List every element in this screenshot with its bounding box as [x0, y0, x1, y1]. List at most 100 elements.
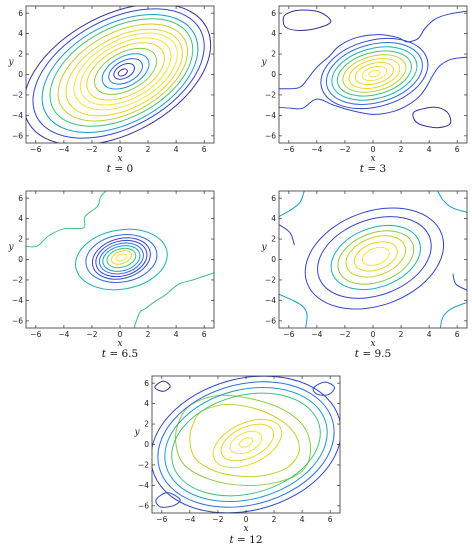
contour-line — [26, 6, 212, 143]
x-tick-label: 2 — [146, 145, 151, 154]
contour-line — [439, 301, 467, 328]
y-tick-label: −2 — [265, 276, 276, 285]
y-tick-label: −2 — [138, 461, 149, 470]
x-tick-label: 6 — [455, 330, 460, 339]
y-tick-label: 6 — [144, 379, 149, 388]
panel-caption: t = 3 — [360, 163, 386, 175]
contour-line — [331, 46, 418, 101]
y-axis-label: y — [260, 243, 267, 253]
contour-line — [353, 241, 398, 272]
caption-value: = 3 — [364, 163, 386, 175]
y-tick-label: −2 — [265, 91, 276, 100]
y-tick-label: 6 — [271, 194, 276, 203]
contour-panel: −6 −4 −2 0 2 4 6 −6 −4 −2 0 2 4 6 x y t = 6.5 — [7, 190, 215, 360]
x-tick-label: 0 — [371, 145, 376, 154]
contour-line — [220, 423, 275, 462]
caption-value: = 6.5 — [106, 348, 138, 360]
caption-value: = 12 — [234, 534, 263, 546]
x-tick-label: −4 — [311, 145, 322, 154]
contour-line — [155, 492, 181, 508]
x-tick-label: −6 — [30, 330, 41, 339]
y-tick-label: −6 — [265, 316, 276, 325]
contour-line — [348, 58, 401, 89]
x-axis-label: x — [117, 339, 122, 349]
y-tick-label: 2 — [18, 50, 23, 59]
contour-panel: −6 −4 −2 0 2 4 6 −6 −4 −2 0 2 4 6 x y t = 3 — [260, 5, 468, 175]
x-tick-label: −2 — [339, 145, 350, 154]
contour-line — [106, 247, 137, 269]
contour-line — [171, 392, 321, 497]
contour-line — [279, 224, 295, 246]
x-tick-label: −6 — [156, 515, 167, 524]
contour-line — [361, 246, 390, 266]
contour-line — [154, 380, 171, 392]
contour-line — [108, 58, 143, 85]
y-tick-label: −6 — [138, 501, 149, 510]
x-tick-label: −6 — [283, 145, 294, 154]
y-tick-label: −4 — [12, 296, 23, 305]
contour-line — [49, 18, 194, 127]
x-tick-label: 6 — [202, 330, 207, 339]
y-tick-label: −6 — [12, 316, 23, 325]
y-tick-label: 4 — [18, 29, 23, 38]
x-tick-label: −4 — [311, 330, 322, 339]
y-tick-label: −4 — [138, 481, 149, 490]
y-tick-label: 0 — [271, 255, 276, 264]
contour-line — [57, 23, 189, 122]
contour-line — [312, 381, 335, 396]
contour-line — [115, 253, 128, 262]
x-tick-label: 2 — [399, 145, 404, 154]
contour-line — [279, 10, 467, 90]
plot-frame — [25, 5, 215, 144]
plot-frame — [151, 375, 341, 514]
x-axis-label: x — [370, 154, 375, 164]
contour-line — [212, 418, 283, 469]
y-tick-label: −6 — [12, 131, 23, 140]
contour-lines — [26, 191, 214, 328]
panel-caption: t = 9.5 — [355, 348, 391, 360]
x-tick-label: −2 — [86, 330, 97, 339]
contour-line — [337, 230, 415, 285]
x-tick-label: 0 — [118, 330, 123, 339]
x-tick-label: 6 — [202, 145, 207, 154]
y-tick-label: 6 — [18, 9, 23, 18]
x-axis-label: x — [117, 154, 122, 164]
x-tick-label: −4 — [58, 145, 69, 154]
contour-panel: −6 −4 −2 0 2 4 6 −6 −4 −2 0 2 4 6 x y t = 9.5 — [260, 190, 468, 360]
y-tick-label: 4 — [271, 214, 276, 223]
contour-line — [189, 403, 300, 478]
x-tick-label: 6 — [455, 145, 460, 154]
contour-line — [354, 61, 395, 86]
caption-variable: t — [102, 348, 107, 360]
x-axis-label: x — [243, 524, 248, 534]
contour-line — [32, 8, 205, 139]
contour-line — [175, 394, 312, 487]
contour-line — [361, 65, 388, 82]
plot-frame — [25, 190, 215, 329]
x-tick-label: 0 — [118, 145, 123, 154]
x-tick-label: 2 — [399, 330, 404, 339]
caption-variable: t — [355, 348, 360, 360]
contour-line — [452, 273, 467, 291]
y-tick-label: 2 — [271, 50, 276, 59]
contour-line — [320, 37, 429, 110]
y-tick-label: 6 — [18, 194, 23, 203]
contour-line — [238, 437, 254, 448]
contour-line — [65, 28, 183, 117]
caption-variable: t — [107, 163, 112, 175]
x-tick-label: 6 — [328, 515, 333, 524]
contour-lines — [279, 9, 467, 129]
contour-line — [73, 32, 178, 111]
contour-line — [279, 293, 308, 328]
y-tick-label: −4 — [12, 111, 23, 120]
contour-line — [152, 376, 340, 513]
caption-value: = 9.5 — [359, 348, 391, 360]
x-tick-label: 0 — [244, 515, 249, 524]
contour-line — [157, 381, 335, 508]
contour-line — [282, 9, 332, 32]
x-tick-label: 2 — [272, 515, 277, 524]
y-axis-label: y — [260, 58, 267, 68]
contour-line — [164, 386, 328, 503]
contour-line — [75, 228, 168, 291]
